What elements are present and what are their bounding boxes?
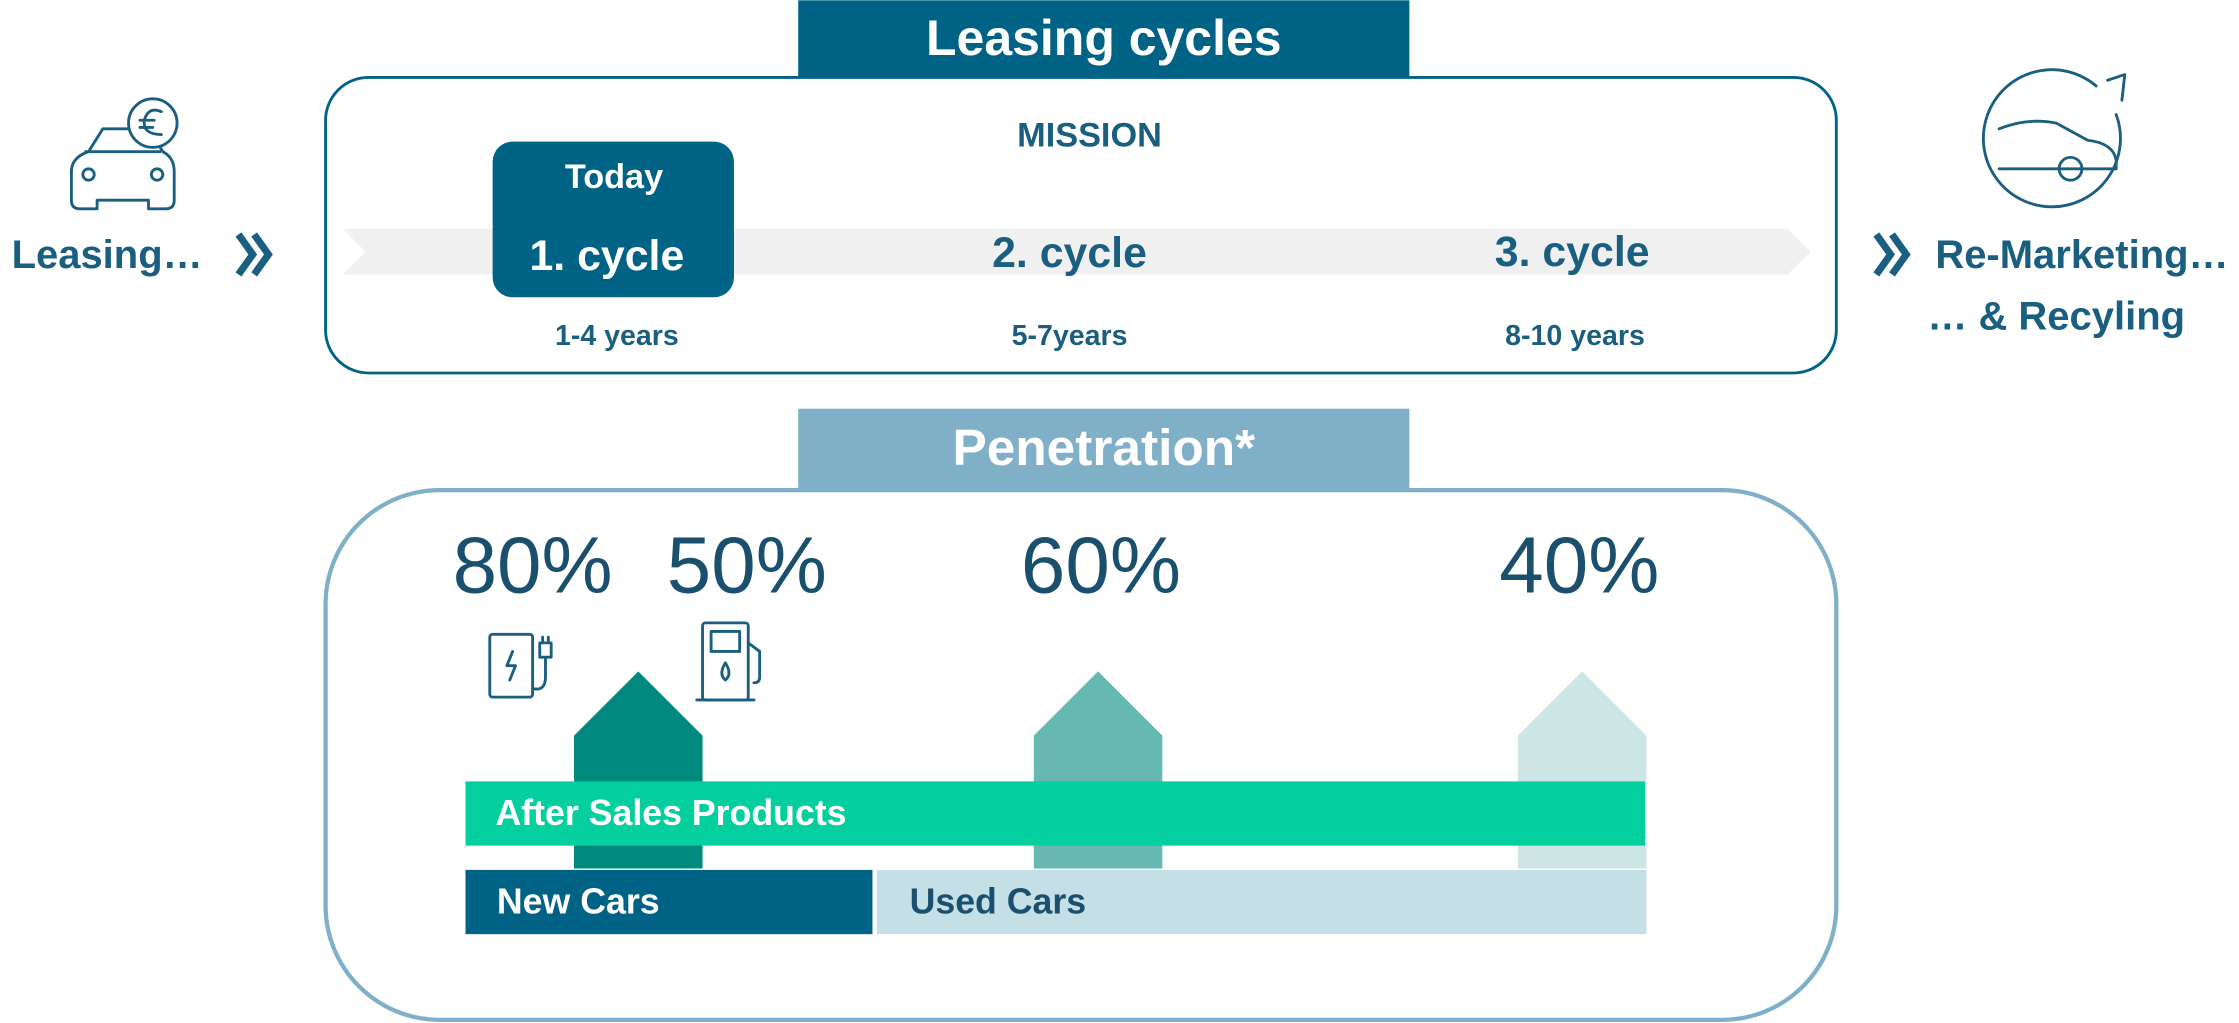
cycle-label: 2. cycle [992, 229, 1147, 277]
percentage: 80% [453, 521, 613, 610]
cycles-header [798, 0, 1410, 78]
today: Today [565, 158, 663, 196]
new-cars-label: New Cars [497, 882, 660, 922]
left-label: Leasing… [12, 233, 203, 277]
cycle-label: 3. cycle [1495, 228, 1650, 276]
mission: MISSION [1017, 116, 1162, 154]
fuel-pump-icon [695, 621, 762, 702]
cycles-frame [324, 75, 1838, 375]
percentage: 60% [1021, 521, 1181, 610]
percentage: 50% [667, 521, 827, 610]
after-sales-bar [465, 781, 1645, 846]
penetration-title: Penetration* [952, 418, 1255, 476]
ev-charger-icon [488, 632, 553, 699]
used-cars-label: Used Cars [910, 882, 1087, 922]
cycle-duration: 8-10 years [1505, 320, 1645, 352]
penetration-frame [323, 487, 1839, 1022]
right-label: Re-Marketing… [1935, 233, 2228, 277]
cycle-duration: 1-4 years [555, 320, 679, 352]
chevron [1873, 232, 1911, 277]
cycles-title: Leasing cycles [926, 10, 1282, 66]
percentage: 40% [1499, 521, 1659, 610]
used-cars-bar [876, 869, 1647, 935]
new-cars-bar [465, 869, 873, 935]
right-label: … & Recyling [1927, 294, 2185, 338]
car-euro-icon [69, 97, 179, 211]
after-sales-label: After Sales Products [495, 793, 846, 833]
cycle-duration: 5-7years [1012, 320, 1128, 352]
today-box [492, 141, 734, 298]
chevron [235, 232, 273, 277]
cycle-label: 1. cycle [529, 232, 684, 280]
penetration-header [798, 408, 1410, 491]
recycle-car-icon [1981, 68, 2127, 209]
